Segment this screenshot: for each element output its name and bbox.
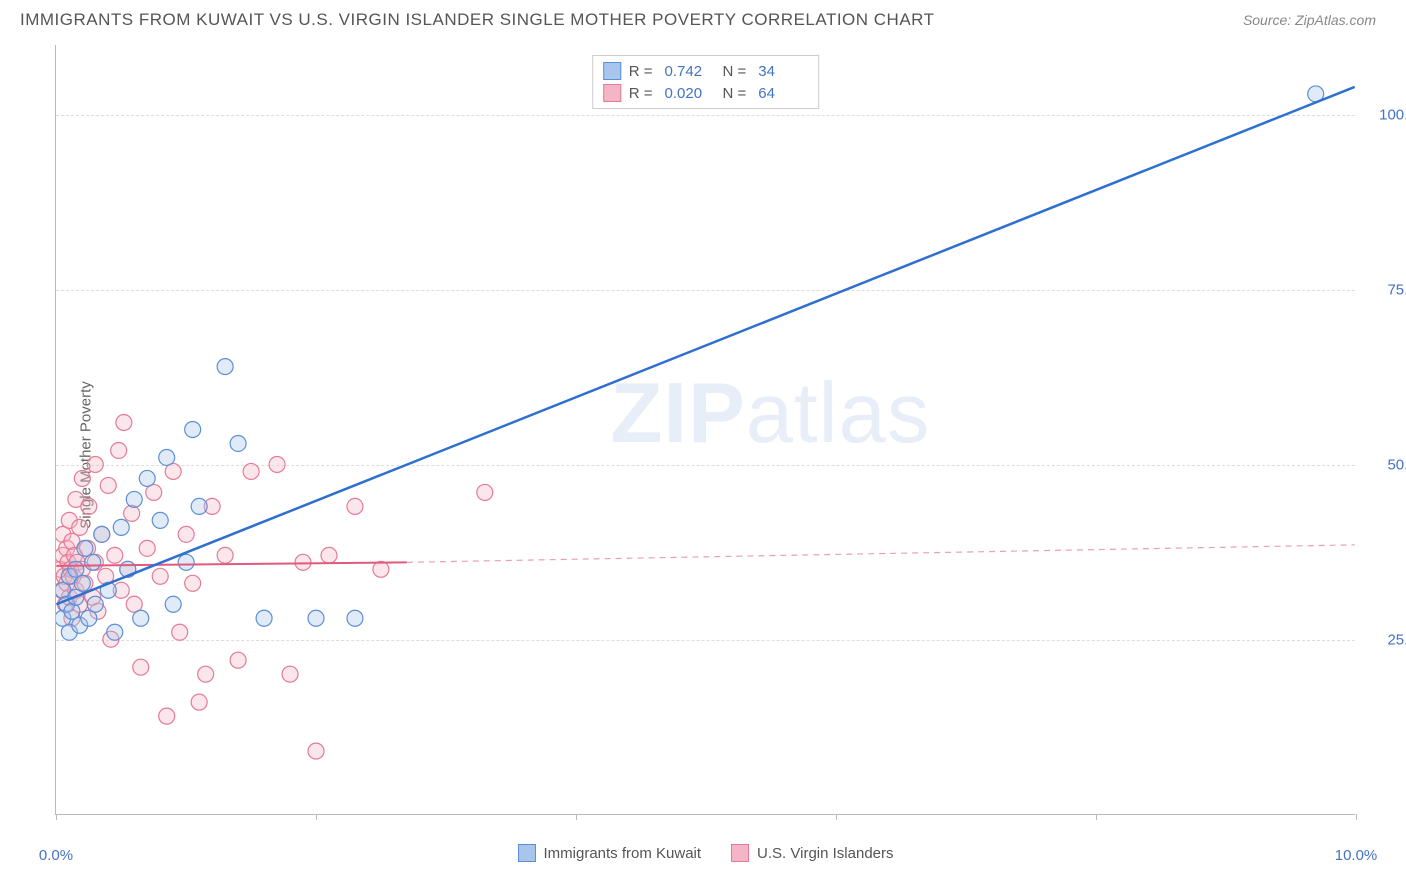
x-tick-label: 0.0% <box>39 847 73 864</box>
chart-title: IMMIGRANTS FROM KUWAIT VS U.S. VIRGIN IS… <box>20 10 935 30</box>
y-tick-label: 100.0% <box>1379 107 1406 124</box>
chart-container: Single Mother Poverty ZIPatlas R = 0.742… <box>0 35 1406 875</box>
correlation-legend: R = 0.742 N = 34 R = 0.020 N = 64 <box>592 55 820 109</box>
scatter-overlay <box>56 45 1355 814</box>
swatch-kuwait <box>603 62 621 80</box>
swatch-usvi-bottom <box>731 844 749 862</box>
legend-item-usvi: U.S. Virgin Islanders <box>731 844 893 862</box>
y-tick-label: 75.0% <box>1387 282 1406 299</box>
legend-row-kuwait: R = 0.742 N = 34 <box>603 60 809 82</box>
source-label: Source: ZipAtlas.com <box>1243 12 1376 28</box>
swatch-usvi <box>603 84 621 102</box>
y-tick-label: 25.0% <box>1387 632 1406 649</box>
legend-row-usvi: R = 0.020 N = 64 <box>603 82 809 104</box>
plot-area: ZIPatlas R = 0.742 N = 34 R = 0.020 N = … <box>55 45 1355 815</box>
series-legend: Immigrants from Kuwait U.S. Virgin Islan… <box>518 844 894 862</box>
legend-item-kuwait: Immigrants from Kuwait <box>518 844 702 862</box>
x-tick-label: 10.0% <box>1335 847 1378 864</box>
swatch-kuwait-bottom <box>518 844 536 862</box>
y-tick-label: 50.0% <box>1387 457 1406 474</box>
header: IMMIGRANTS FROM KUWAIT VS U.S. VIRGIN IS… <box>0 0 1406 35</box>
